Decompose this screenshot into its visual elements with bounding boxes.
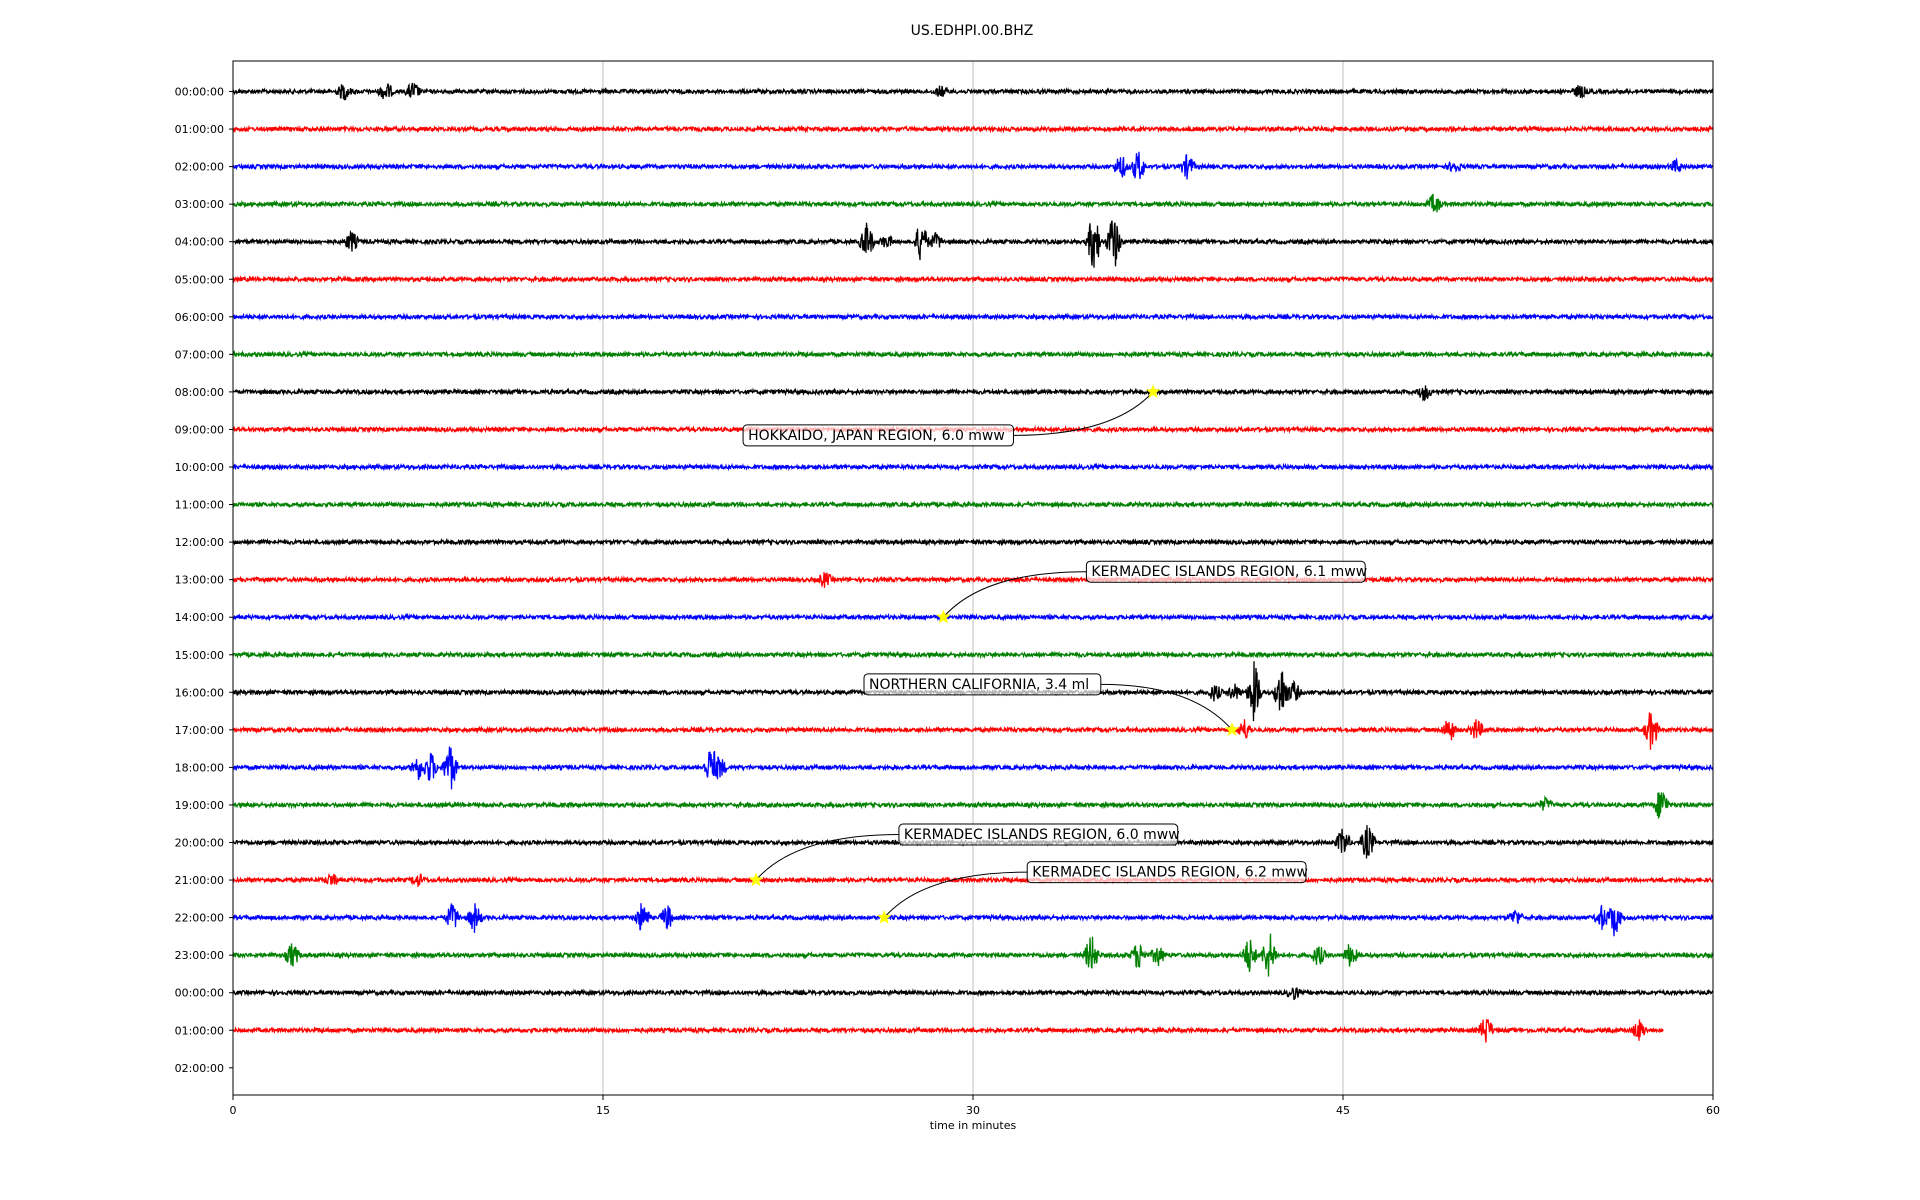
event-connector — [943, 571, 1087, 618]
row-label-23: 23:00:00 — [175, 949, 224, 962]
row-label-19: 19:00:00 — [175, 799, 224, 812]
x-tick-label-1: 15 — [596, 1104, 610, 1117]
event-connector — [755, 834, 899, 881]
event-label: HOKKAIDO, JAPAN REGION, 6.0 mww — [748, 428, 1005, 444]
event-annotation-0: HOKKAIDO, JAPAN REGION, 6.0 mww — [742, 384, 1161, 447]
trace-row-5 — [232, 274, 1714, 284]
row-label-0: 00:00:00 — [175, 86, 224, 99]
event-star-marker — [748, 872, 764, 887]
trace-row-14 — [232, 612, 1714, 622]
row-label-11: 11:00:00 — [175, 499, 224, 512]
event-connector — [1013, 391, 1154, 436]
trace-row-22 — [232, 903, 1714, 937]
event-label: KERMADEC ISLANDS REGION, 6.1 mww — [1091, 564, 1367, 580]
trace-row-6 — [232, 312, 1714, 322]
event-annotation-3: KERMADEC ISLANDS REGION, 6.0 mww — [748, 823, 1180, 887]
trace-row-23 — [232, 933, 1714, 977]
x-tick-label-0: 0 — [230, 1104, 237, 1117]
plot-frame — [232, 60, 1714, 1096]
event-label-box — [742, 424, 1014, 447]
row-label-2: 02:00:00 — [175, 161, 224, 174]
trace-row-7 — [232, 349, 1714, 359]
event-star-marker — [936, 609, 951, 624]
x-tick-label-2: 30 — [966, 1104, 980, 1117]
row-label-24: 00:00:00 — [175, 987, 224, 1000]
trace-row-12 — [232, 537, 1714, 547]
row-label-14: 14:00:00 — [175, 611, 224, 624]
event-label-box — [898, 823, 1179, 846]
x-tick-label-4: 60 — [1706, 1104, 1720, 1117]
trace-row-24 — [232, 987, 1714, 1001]
trace-row-3 — [232, 193, 1714, 213]
row-label-20: 20:00:00 — [175, 837, 224, 850]
row-label-16: 16:00:00 — [175, 686, 224, 699]
trace-row-21 — [232, 872, 1714, 887]
event-label-box — [863, 673, 1102, 696]
row-label-4: 04:00:00 — [175, 236, 224, 249]
trace-row-11 — [232, 500, 1714, 510]
row-label-1: 01:00:00 — [175, 123, 224, 136]
row-label-21: 21:00:00 — [175, 874, 224, 887]
row-label-26: 02:00:00 — [175, 1062, 224, 1075]
row-label-25: 01:00:00 — [175, 1024, 224, 1037]
trace-row-8 — [232, 385, 1714, 402]
trace-row-17 — [232, 712, 1714, 750]
row-label-15: 15:00:00 — [175, 649, 224, 662]
x-tick-label-3: 45 — [1336, 1104, 1350, 1117]
event-label-box — [1085, 560, 1366, 583]
row-label-6: 06:00:00 — [175, 311, 224, 324]
row-label-5: 05:00:00 — [175, 273, 224, 286]
event-connector — [1100, 683, 1233, 731]
event-annotation-group: HOKKAIDO, JAPAN REGION, 6.0 mww KERMADEC … — [742, 384, 1367, 924]
trace-row-4 — [232, 220, 1714, 268]
event-label-box — [1026, 861, 1307, 884]
event-star-marker — [1224, 722, 1240, 737]
row-label-group: 00:00:00 01:00:00 02:00:00 03:00:00 04:00:00… — [175, 86, 233, 1075]
event-annotation-4: KERMADEC ISLANDS REGION, 6.2 mww — [876, 861, 1308, 924]
event-annotation-1: KERMADEC ISLANDS REGION, 6.1 mww — [936, 560, 1367, 624]
trace-row-2 — [232, 151, 1714, 180]
row-label-9: 09:00:00 — [175, 423, 224, 436]
event-label: NORTHERN CALIFORNIA, 3.4 ml — [869, 677, 1089, 693]
event-annotation-2: NORTHERN CALIFORNIA, 3.4 ml — [863, 673, 1240, 737]
trace-row-19 — [232, 791, 1714, 819]
trace-row-13 — [232, 572, 1714, 588]
row-label-13: 13:00:00 — [175, 574, 224, 587]
x-tick-group: 0 15 30 45 60 — [230, 1095, 1720, 1117]
chart-title: US.EDHPI.00.BHZ — [911, 23, 1034, 39]
row-label-22: 22:00:00 — [175, 912, 224, 925]
trace-row-15 — [232, 650, 1714, 660]
event-label: KERMADEC ISLANDS REGION, 6.2 mww — [1032, 865, 1308, 881]
x-axis-label: time in minutes — [930, 1119, 1017, 1132]
trace-row-25 — [232, 1019, 1664, 1043]
row-label-18: 18:00:00 — [175, 761, 224, 774]
row-label-12: 12:00:00 — [175, 536, 224, 549]
row-label-17: 17:00:00 — [175, 724, 224, 737]
event-connector — [883, 871, 1028, 918]
row-label-10: 10:00:00 — [175, 461, 224, 474]
trace-row-10 — [232, 462, 1714, 472]
event-star-marker — [876, 909, 892, 924]
row-label-7: 07:00:00 — [175, 348, 224, 361]
trace-row-1 — [232, 124, 1714, 134]
row-label-8: 08:00:00 — [175, 386, 224, 399]
event-label: KERMADEC ISLANDS REGION, 6.0 mww — [904, 827, 1180, 843]
trace-row-18 — [232, 746, 1714, 790]
row-label-3: 03:00:00 — [175, 198, 224, 211]
event-star-marker — [1145, 384, 1161, 399]
trace-row-0 — [232, 82, 1714, 101]
